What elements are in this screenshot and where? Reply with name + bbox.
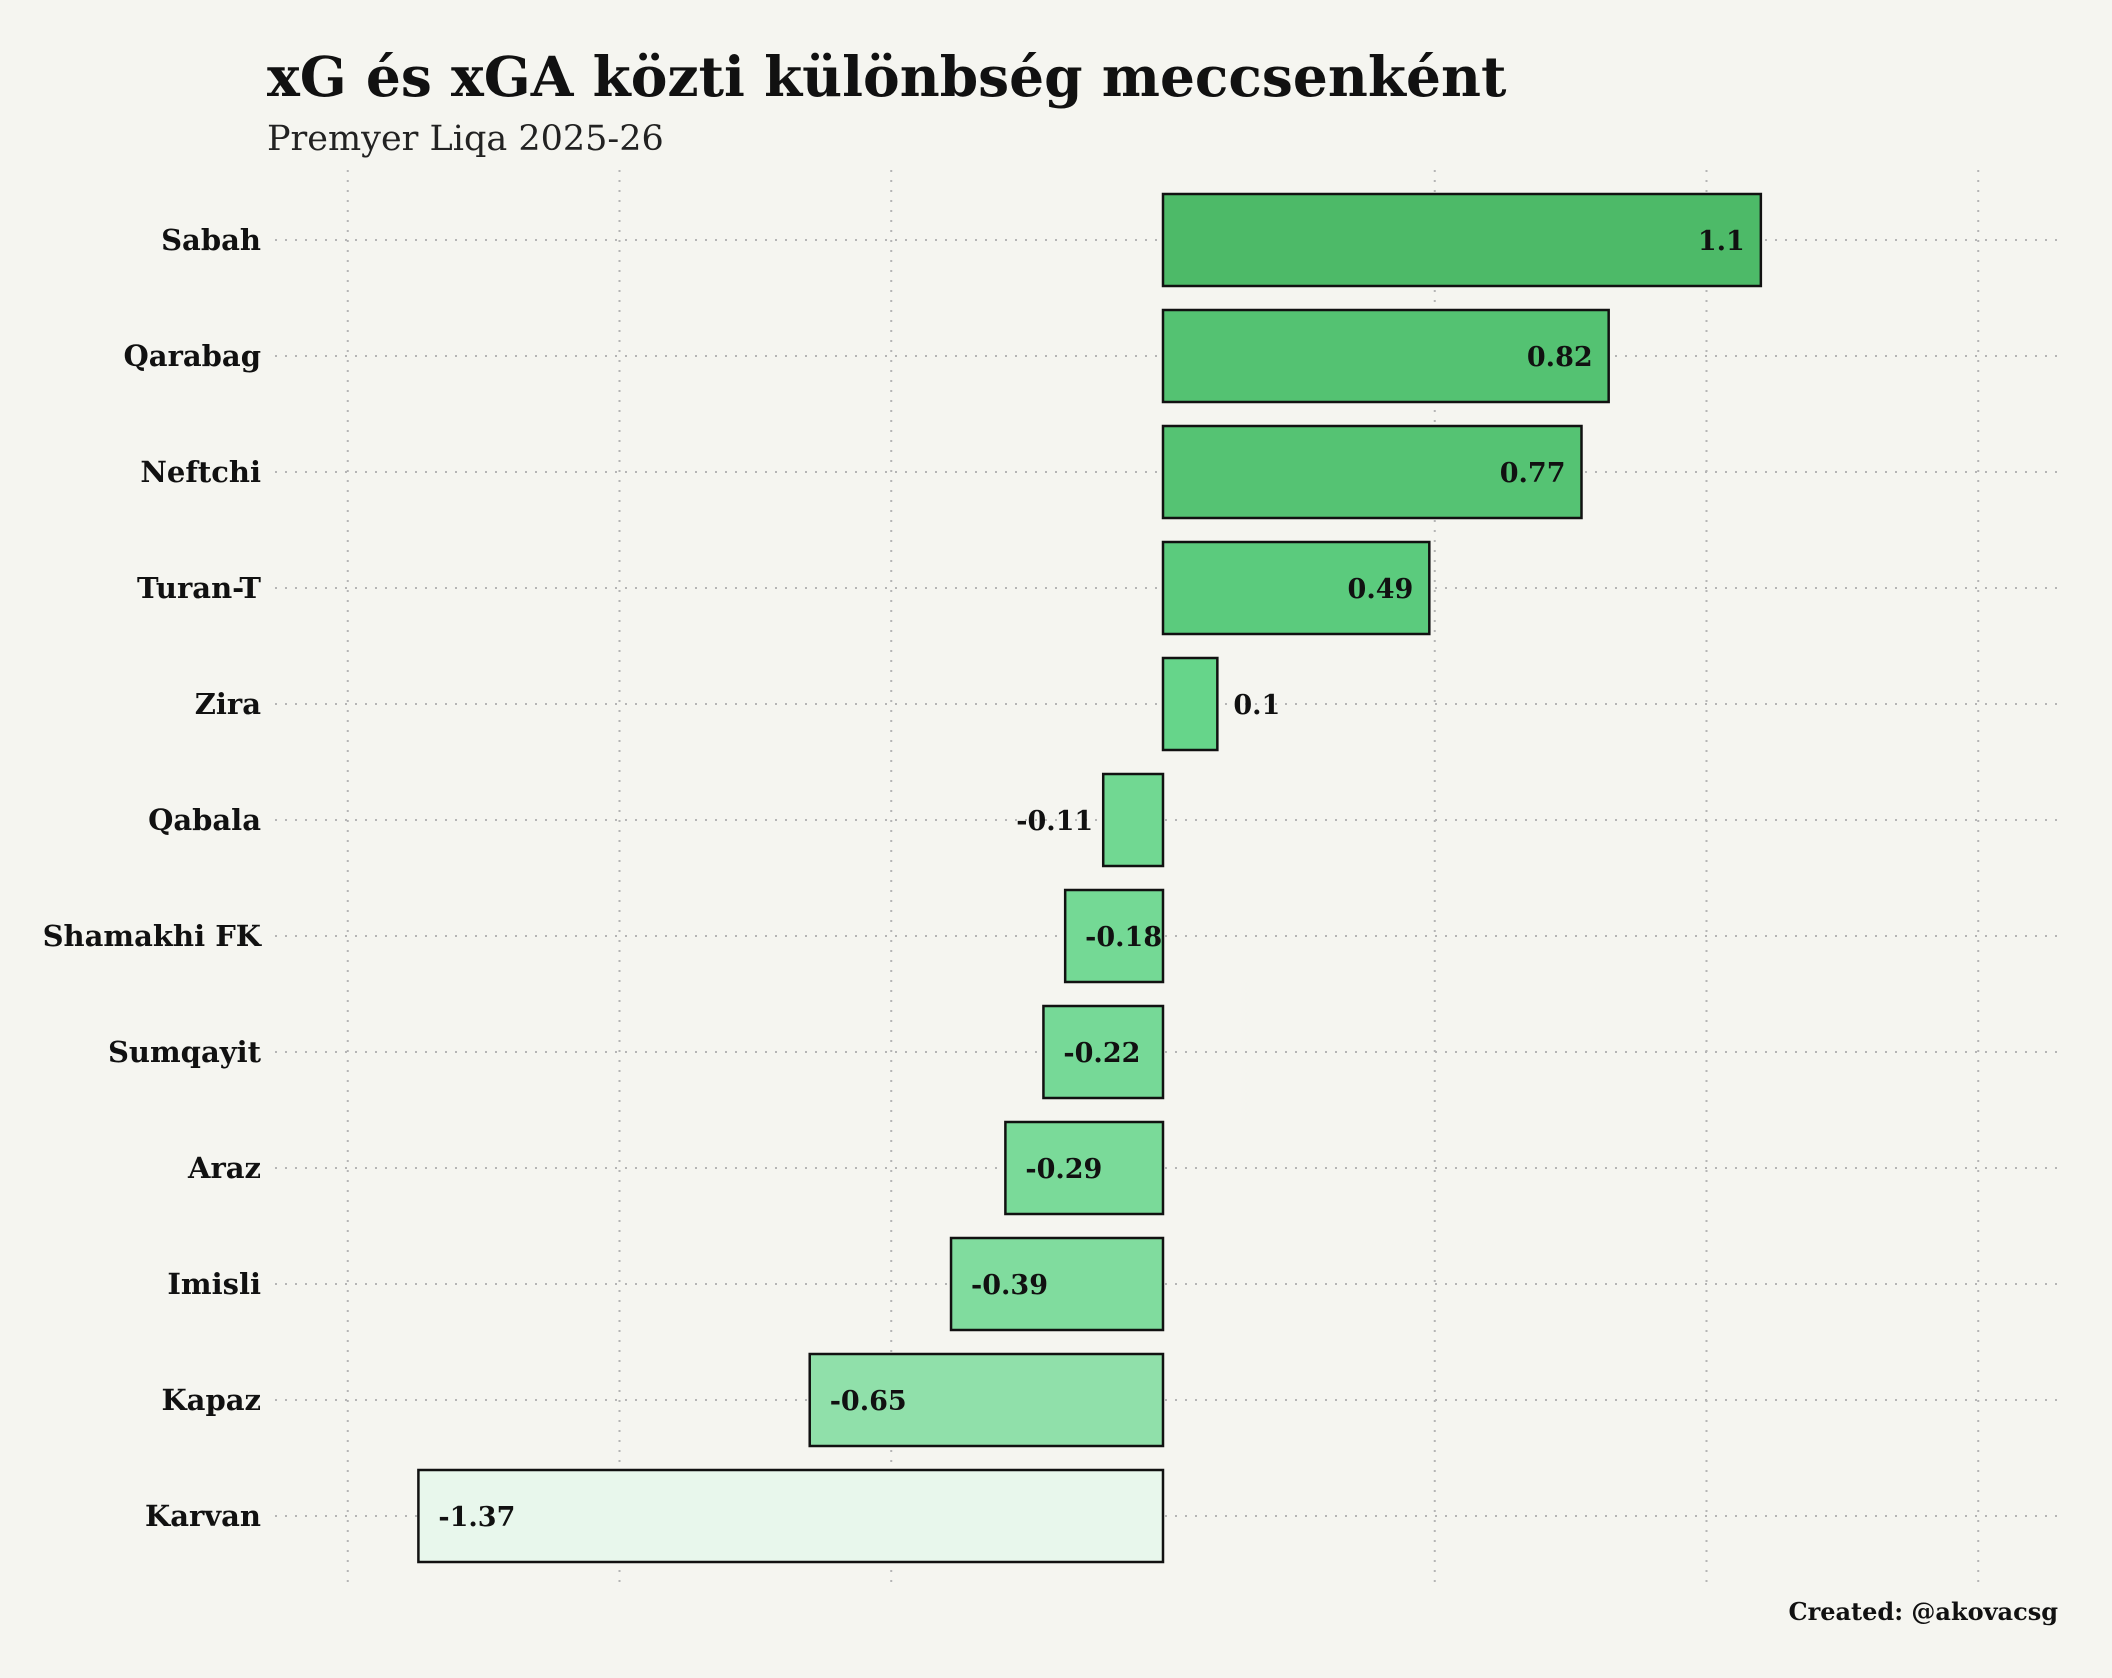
team-label-neftchi: Neftchi [140, 455, 261, 489]
bar-shamakhi-fk [1063, 888, 1165, 984]
bar-karvan [417, 1468, 1165, 1564]
bar-araz [1004, 1120, 1165, 1216]
value-label-sabah: 1.1 [1698, 226, 1745, 257]
team-label-qarabag: Qarabag [124, 339, 261, 373]
value-label-imisli: -0.39 [971, 1270, 1048, 1301]
team-label-shamakhi-fk: Shamakhi FK [43, 919, 263, 953]
team-label-karvan: Karvan [145, 1499, 261, 1533]
value-label-qarabag: 0.82 [1527, 342, 1593, 373]
team-label-zira: Zira [195, 687, 261, 721]
value-label-qabala: -0.11 [1016, 806, 1093, 837]
team-label-araz: Araz [187, 1151, 261, 1185]
bar-imisli [949, 1236, 1165, 1332]
value-label-sumqayit: -0.22 [1063, 1038, 1140, 1069]
bar-zira [1161, 656, 1219, 752]
bar-sumqayit [1042, 1004, 1165, 1100]
value-label-shamakhi-fk: -0.18 [1085, 922, 1162, 953]
team-label-qabala: Qabala [148, 803, 261, 837]
team-label-kapaz: Kapaz [161, 1383, 261, 1417]
chart-title: xG és xGA közti különbség meccsenként [267, 44, 1507, 109]
value-label-karvan: -1.37 [438, 1502, 515, 1533]
chart-subtitle: Premyer Liqa 2025-26 [267, 119, 664, 159]
team-label-imisli: Imisli [167, 1267, 261, 1301]
value-label-kapaz: -0.65 [830, 1386, 907, 1417]
value-label-araz: -0.29 [1025, 1154, 1102, 1185]
team-label-turan-t: Turan-T [137, 571, 261, 605]
bar-kapaz [808, 1352, 1165, 1448]
team-label-sumqayit: Sumqayit [108, 1035, 262, 1069]
value-label-zira: 0.1 [1233, 690, 1280, 721]
bar-sabah [1161, 192, 1763, 288]
value-label-neftchi: 0.77 [1500, 458, 1566, 489]
bar-qabala [1101, 772, 1165, 868]
bars [417, 192, 1763, 1564]
value-labels: 1.1 0.82 0.77 0.49 0.1 -0.11 -0.18 -0.22 -0.29 -0… [438, 226, 1744, 1533]
bar-neftchi [1161, 424, 1583, 520]
bar-qarabag [1161, 308, 1610, 404]
value-label-turan-t: 0.49 [1348, 574, 1414, 605]
team-labels: Sabah Qarabag Neftchi Turan-T Zira Qabala Sham… [43, 223, 263, 1533]
credit-text: Created: @akovacsg [1788, 1597, 2058, 1626]
team-label-sabah: Sabah [161, 223, 261, 257]
bar-turan-t [1161, 540, 1431, 636]
